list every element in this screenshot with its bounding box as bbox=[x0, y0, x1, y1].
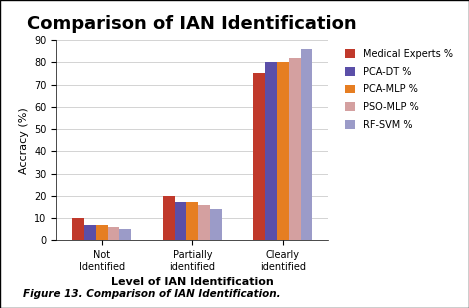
Bar bbox=[72, 218, 84, 240]
Bar bbox=[107, 227, 119, 240]
Bar bbox=[289, 58, 301, 240]
Bar bbox=[119, 229, 131, 240]
Text: Figure 13. Comparison of IAN Identification.: Figure 13. Comparison of IAN Identificat… bbox=[23, 289, 281, 299]
Bar bbox=[277, 62, 289, 240]
Legend: Medical Experts %, PCA-DT %, PCA-MLP %, PSO-MLP %, RF-SVM %: Medical Experts %, PCA-DT %, PCA-MLP %, … bbox=[341, 45, 457, 134]
Bar bbox=[301, 49, 312, 240]
X-axis label: Level of IAN Identification: Level of IAN Identification bbox=[111, 277, 274, 287]
Bar bbox=[198, 205, 210, 240]
Bar bbox=[163, 196, 174, 240]
Bar bbox=[253, 73, 265, 240]
Bar bbox=[186, 202, 198, 240]
Bar bbox=[265, 62, 277, 240]
Bar bbox=[210, 209, 222, 240]
Bar bbox=[84, 225, 96, 240]
Bar bbox=[96, 225, 107, 240]
Title: Comparison of IAN Identification: Comparison of IAN Identification bbox=[28, 15, 357, 33]
Bar bbox=[174, 202, 186, 240]
Y-axis label: Accracy (%): Accracy (%) bbox=[19, 107, 29, 173]
